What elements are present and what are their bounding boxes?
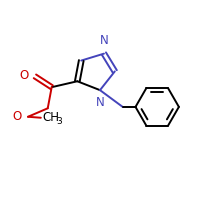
Text: O: O — [20, 69, 29, 82]
Text: N: N — [100, 34, 108, 47]
Text: 3: 3 — [56, 117, 62, 126]
Text: CH: CH — [43, 111, 60, 124]
Text: O: O — [13, 110, 22, 123]
Text: N: N — [96, 96, 105, 109]
